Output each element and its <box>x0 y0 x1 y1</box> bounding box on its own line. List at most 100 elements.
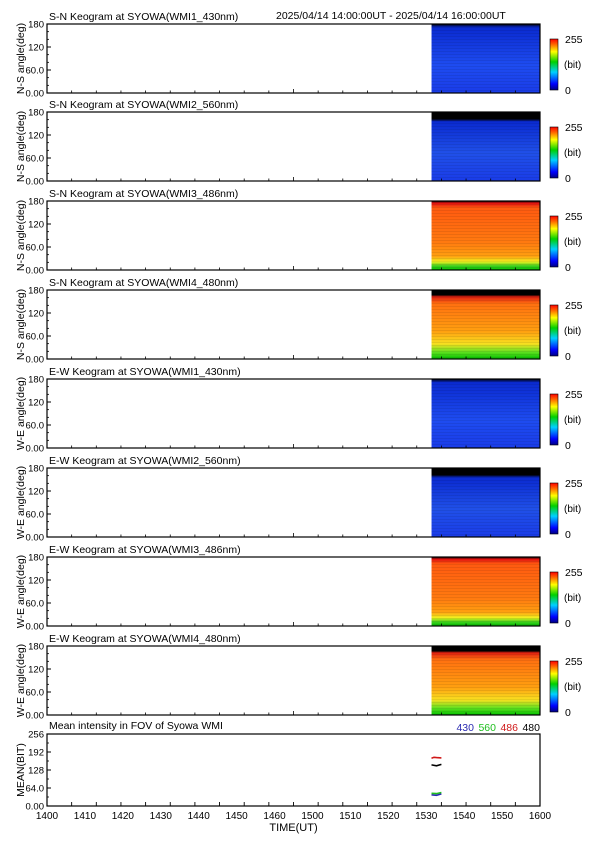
mean-x-tick-label: 1530 <box>415 811 438 822</box>
colorbar-min-label: 0 <box>565 529 571 541</box>
mean-y-tick-label: 0.00 <box>26 802 45 813</box>
mean-x-tick-label: 1440 <box>188 811 211 822</box>
mean-y-tick-label: 256 <box>28 730 44 741</box>
y-tick-label: 60.0 <box>26 510 45 521</box>
colorbar-unit-label: (bit) <box>564 504 581 515</box>
panel-title: S-N Keogram at SYOWA(WMI2_560nm) <box>49 99 238 111</box>
y-tick-label: 0.00 <box>26 355 45 366</box>
mean-x-tick-label: 1600 <box>529 811 552 822</box>
colorbar <box>549 393 559 446</box>
y-tick-label: 120 <box>28 665 44 676</box>
colorbar-max-label: 255 <box>565 34 583 46</box>
y-tick-label: 0.00 <box>26 89 45 100</box>
y-tick-label: 60.0 <box>26 421 45 432</box>
y-axis-label: N-S angle(deg) <box>15 200 27 271</box>
y-tick-label: 180 <box>28 20 44 31</box>
keogram-panel-1: S-N Keogram at SYOWA(WMI1_430nm) 180 120 60… <box>15 11 583 100</box>
y-axis-label: W-E angle(deg) <box>15 644 27 717</box>
y-tick-label: 180 <box>28 553 44 564</box>
legend-entry-486: 486 <box>500 722 518 734</box>
mean-y-tick-label: 64.0 <box>26 784 45 795</box>
mean-x-tick-label: 1540 <box>453 811 476 822</box>
y-tick-label: 120 <box>28 43 44 54</box>
colorbar <box>549 571 559 624</box>
mean-x-tick-label: 1450 <box>225 811 248 822</box>
legend-entry-560: 560 <box>478 722 496 734</box>
colorbar-unit-label: (bit) <box>564 326 581 337</box>
y-tick-label: 120 <box>28 487 44 498</box>
keogram-panel-3: S-N Keogram at SYOWA(WMI3_486nm) 180 120 60… <box>15 188 583 277</box>
y-tick-label: 180 <box>28 108 44 119</box>
panel-title: S-N Keogram at SYOWA(WMI1_430nm) <box>49 11 238 23</box>
y-axis-label: N-S angle(deg) <box>15 289 27 360</box>
y-tick-label: 0.00 <box>26 444 45 455</box>
header-period: 2025/04/14 14:00:00UT - 2025/04/14 16:00… <box>276 10 506 22</box>
keogram-panel-8: E-W Keogram at SYOWA(WMI4_480nm) 180 120 60… <box>15 633 583 722</box>
colorbar-max-label: 255 <box>565 300 583 312</box>
colorbar-min-label: 0 <box>565 262 571 274</box>
mean-x-tick-label: 1550 <box>491 811 514 822</box>
legend-entry-480: 480 <box>522 722 540 734</box>
panel-title: E-W Keogram at SYOWA(WMI1_430nm) <box>49 366 241 378</box>
heatmap-texture <box>431 379 540 448</box>
mean-x-tick-label: 1410 <box>74 811 97 822</box>
colorbar <box>549 215 559 268</box>
y-tick-label: 0.00 <box>26 177 45 188</box>
colorbar-unit-label: (bit) <box>564 60 581 71</box>
colorbar-min-label: 0 <box>565 440 571 452</box>
heatmap-texture <box>431 557 540 626</box>
y-axis-label: W-E angle(deg) <box>15 466 27 539</box>
y-tick-label: 60.0 <box>26 599 45 610</box>
keogram-panel-4: S-N Keogram at SYOWA(WMI4_480nm) 180 120 60… <box>15 277 583 366</box>
mean-panel-title: Mean intensity in FOV of Syowa WMI <box>49 720 223 732</box>
colorbar-max-label: 255 <box>565 656 583 668</box>
heatmap-texture <box>431 112 540 181</box>
colorbar-max-label: 255 <box>565 211 583 223</box>
y-axis-label: W-E angle(deg) <box>15 555 27 628</box>
y-tick-label: 120 <box>28 398 44 409</box>
colorbar-unit-label: (bit) <box>564 237 581 248</box>
colorbar-unit-label: (bit) <box>564 415 581 426</box>
panel-title: E-W Keogram at SYOWA(WMI2_560nm) <box>49 455 241 467</box>
heatmap-texture <box>431 646 540 715</box>
y-tick-label: 60.0 <box>26 243 45 254</box>
y-tick-label: 60.0 <box>26 688 45 699</box>
heatmap-texture <box>431 290 540 359</box>
colorbar-max-label: 255 <box>565 122 583 134</box>
y-axis-label: N-S angle(deg) <box>15 111 27 182</box>
mean-x-axis-label: TIME(UT) <box>269 822 317 834</box>
y-tick-label: 180 <box>28 375 44 386</box>
mean-x-tick-label: 1500 <box>301 811 324 822</box>
heatmap-texture <box>431 468 540 537</box>
heatmap-texture <box>431 201 540 270</box>
series-line-430 <box>431 793 442 797</box>
colorbar <box>549 304 559 357</box>
colorbar <box>549 38 559 91</box>
y-tick-label: 120 <box>28 576 44 587</box>
y-tick-label: 0.00 <box>26 533 45 544</box>
mean-x-tick-label: 1430 <box>150 811 173 822</box>
mean-plot-frame <box>46 733 541 807</box>
colorbar <box>549 660 559 713</box>
series-line-560 <box>431 791 442 795</box>
y-axis-label: N-S angle(deg) <box>15 23 27 94</box>
mean-x-tick-label: 1400 <box>36 811 59 822</box>
colorbar <box>549 126 559 179</box>
y-tick-label: 180 <box>28 286 44 297</box>
keogram-panel-2: S-N Keogram at SYOWA(WMI2_560nm) 180 120 60… <box>15 99 583 188</box>
colorbar-min-label: 0 <box>565 707 571 719</box>
colorbar-min-label: 0 <box>565 173 571 185</box>
mean-intensity-panel: Mean intensity in FOV of Syowa WMI 480 486… <box>15 720 552 834</box>
keogram-panel-6: E-W Keogram at SYOWA(WMI2_560nm) 180 120 60… <box>15 455 583 544</box>
y-tick-label: 60.0 <box>26 154 45 165</box>
mean-y-tick-label: 192 <box>28 748 44 759</box>
mean-x-tick-label: 1420 <box>112 811 135 822</box>
colorbar <box>549 482 559 535</box>
heatmap-texture <box>431 24 540 93</box>
mean-y-tick-label: 128 <box>28 766 44 777</box>
keogram-panel-7: E-W Keogram at SYOWA(WMI3_486nm) 180 120 60… <box>15 544 583 633</box>
mean-x-tick-label: 1510 <box>339 811 362 822</box>
mean-x-tick-label: 1520 <box>377 811 400 822</box>
panel-title: S-N Keogram at SYOWA(WMI3_486nm) <box>49 188 238 200</box>
